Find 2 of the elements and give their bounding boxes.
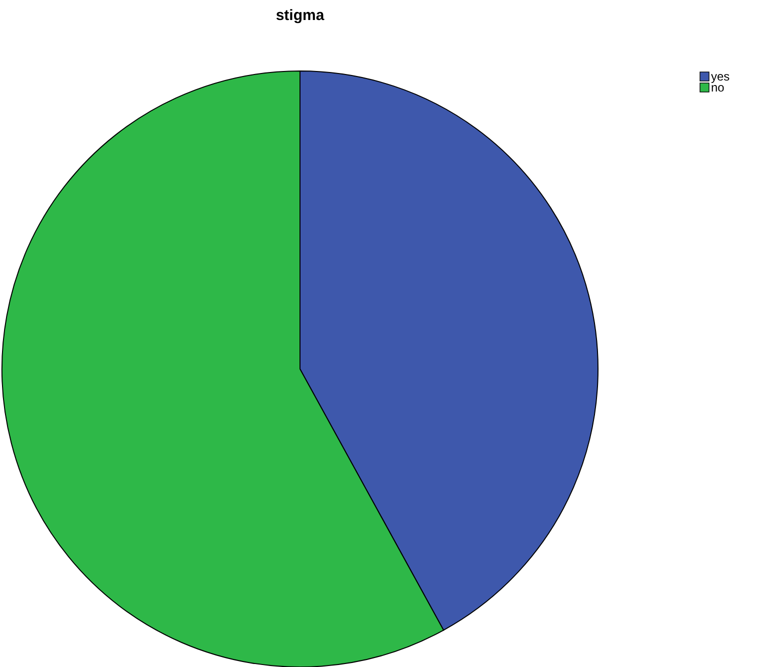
chart-title: stigma (276, 7, 325, 24)
legend-label: yes (711, 70, 730, 84)
